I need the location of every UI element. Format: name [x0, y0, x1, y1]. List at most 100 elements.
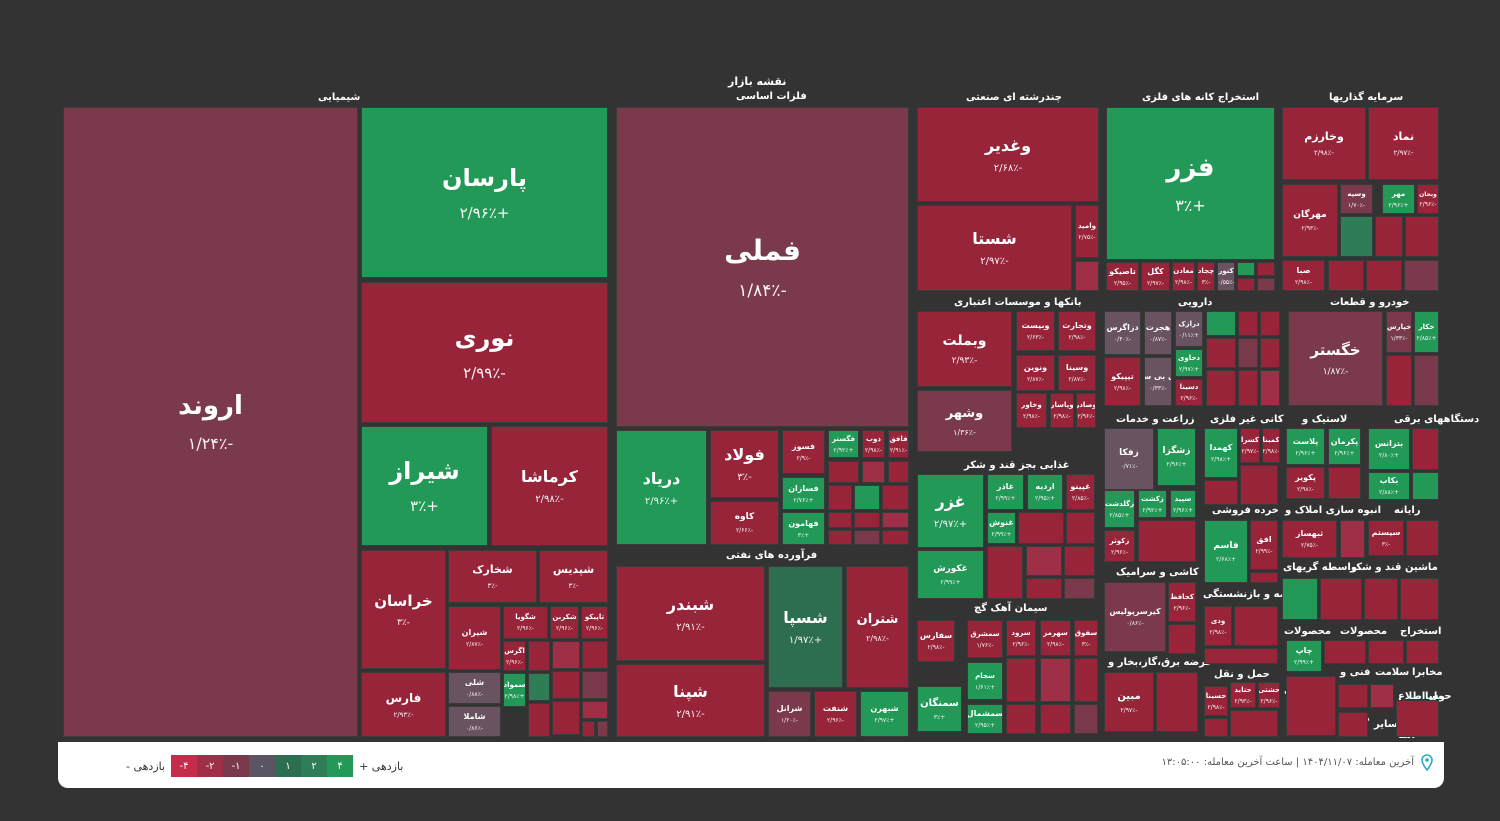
stock-tile[interactable]: ودی -۲/۹۸٪: [1204, 606, 1232, 646]
stock-tile[interactable]: خگستر -۱/۸۷٪: [1288, 311, 1383, 406]
small-stock-tile[interactable]: [1260, 370, 1280, 406]
stock-tile[interactable]: وخاور -۲/۹۸٪: [1016, 393, 1047, 428]
small-stock-tile[interactable]: [1026, 578, 1062, 599]
small-stock-tile[interactable]: [1412, 472, 1439, 500]
sector-header[interactable]: سیمان آهک گچ: [974, 603, 1048, 614]
sector-header[interactable]: خرده فروشی: [1212, 505, 1279, 516]
sector-header[interactable]: عرضه برق،گاز،بخار و: [1108, 657, 1213, 668]
sector-header[interactable]: چندرشته ای صنعتی: [966, 92, 1062, 103]
stock-tile[interactable]: سمنگان +۳٪: [917, 686, 962, 732]
stock-tile[interactable]: سپید +۲/۹۶٪: [1170, 490, 1196, 518]
stock-tile[interactable]: کهمدا +۲/۹۸٪: [1204, 428, 1238, 478]
sector-header[interactable]: خودرو و قطعات: [1330, 297, 1410, 308]
small-stock-tile[interactable]: [1338, 684, 1368, 708]
stock-tile[interactable]: هجرت -۰/۸۷٪: [1144, 311, 1172, 355]
small-stock-tile[interactable]: [828, 512, 852, 528]
sector-header[interactable]: قند و شکر: [1350, 562, 1402, 573]
stock-tile[interactable]: مهرگان -۲/۹۳٪: [1282, 184, 1338, 257]
small-stock-tile[interactable]: [828, 485, 852, 510]
stock-tile[interactable]: تیپیکو -۲/۹۸٪: [1104, 357, 1141, 406]
stock-tile[interactable]: خراسان -۳٪: [361, 550, 446, 669]
stock-tile[interactable]: وتجارت -۲/۹۸٪: [1058, 311, 1096, 351]
sector-header[interactable]: مخابرا: [1412, 667, 1443, 678]
stock-tile[interactable]: درازک +۰/۱۱٪: [1175, 311, 1203, 347]
small-stock-tile[interactable]: [828, 530, 852, 545]
small-stock-tile[interactable]: [1026, 546, 1062, 576]
stock-tile[interactable]: دسینا -۲/۹۶٪: [1175, 379, 1203, 406]
stock-tile[interactable]: شپدیس -۳٪: [539, 550, 608, 603]
small-stock-tile[interactable]: [1206, 370, 1236, 406]
stock-tile[interactable]: فسوز -۲/۹٪: [782, 430, 825, 474]
sector-header[interactable]: لاستیک و: [1302, 414, 1348, 425]
stock-tile[interactable]: زکشت +۲/۹۲٪: [1138, 490, 1167, 518]
stock-tile[interactable]: حسینا -۲/۹۸٪: [1204, 686, 1228, 716]
stock-tile[interactable]: شیراز +۳٪: [361, 426, 488, 546]
sector-header[interactable]: انبوه سازی املاک و: [1285, 505, 1382, 516]
small-stock-tile[interactable]: [1234, 606, 1278, 646]
stock-tile[interactable]: شبهرن +۲/۹۷٪: [860, 691, 909, 737]
sector-header[interactable]: سرمایه گذاریها: [1329, 92, 1404, 103]
stock-tile[interactable]: پکویر -۲/۹۸٪: [1286, 467, 1325, 499]
stock-tile[interactable]: پارسان +۲/۹۶٪: [361, 107, 608, 278]
small-stock-tile[interactable]: [1230, 710, 1278, 737]
small-stock-tile[interactable]: [1040, 704, 1071, 734]
stock-tile[interactable]: فارس -۲/۹۳٪: [361, 672, 446, 737]
stock-tile[interactable]: شرانل -۱/۲۰٪: [768, 691, 811, 737]
stock-tile[interactable]: افق -۲/۹۹٪: [1250, 520, 1278, 570]
small-stock-tile[interactable]: [552, 671, 580, 699]
small-stock-tile[interactable]: [552, 701, 580, 735]
small-stock-tile[interactable]: [1206, 311, 1236, 336]
stock-tile[interactable]: فاسم +۲/۶۸٪: [1204, 520, 1248, 583]
stock-tile[interactable]: شتران -۲/۹۸٪: [846, 566, 909, 688]
small-stock-tile[interactable]: [1138, 520, 1196, 562]
stock-tile[interactable]: اردیه +۲/۹۵٪: [1027, 474, 1063, 510]
small-stock-tile[interactable]: [1324, 640, 1366, 664]
sector-header[interactable]: بیمه و بازنشستگی: [1203, 589, 1295, 600]
stock-tile[interactable]: سمواد +۲/۹۸٪: [503, 673, 526, 707]
small-stock-tile[interactable]: [854, 512, 880, 528]
stock-tile[interactable]: وبیست -۲/۶۳٪: [1016, 311, 1055, 351]
small-stock-tile[interactable]: [1260, 338, 1280, 368]
small-stock-tile[interactable]: [1257, 262, 1275, 276]
small-stock-tile[interactable]: [528, 673, 550, 701]
stock-tile[interactable]: بکاب +۲/۸۸٪: [1368, 472, 1410, 500]
stock-tile[interactable]: فولاد -۳٪: [710, 430, 779, 498]
small-stock-tile[interactable]: [882, 530, 909, 545]
stock-tile[interactable]: وغدیر -۲/۶۸٪: [917, 107, 1099, 202]
stock-tile[interactable]: فگستر +۲/۹۲٪: [828, 430, 859, 458]
stock-tile[interactable]: وسینا -۲/۸۷٪: [1058, 355, 1096, 391]
stock-tile[interactable]: شاملا -۰/۸۶٪: [448, 706, 501, 737]
small-stock-tile[interactable]: [1238, 338, 1258, 368]
stock-tile[interactable]: شگویا -۲/۹۶٪: [503, 606, 548, 639]
stock-tile[interactable]: فزر +۳٪: [1106, 107, 1275, 260]
sector-header[interactable]: فرآورده های نفتی: [726, 550, 818, 561]
sector-header[interactable]: حمل اطلاع: [1398, 691, 1452, 702]
small-stock-tile[interactable]: [1414, 355, 1439, 406]
stock-tile[interactable]: اگرس -۲/۹۶٪: [503, 641, 526, 671]
stock-tile[interactable]: غزر +۲/۹۷٪: [917, 474, 984, 548]
stock-tile[interactable]: زشگزا +۲/۹۶٪: [1157, 428, 1196, 486]
small-stock-tile[interactable]: [1370, 684, 1394, 708]
small-stock-tile[interactable]: [1282, 578, 1318, 620]
sector-header[interactable]: دارویی: [1178, 297, 1213, 308]
small-stock-tile[interactable]: [1064, 578, 1095, 599]
small-stock-tile[interactable]: [1206, 338, 1236, 368]
stock-tile[interactable]: فهامون +۳٪: [782, 512, 825, 545]
stock-tile[interactable]: بترانس +۲/۸۰٪: [1368, 428, 1410, 470]
stock-tile[interactable]: فملی -۱/۸۴٪: [616, 107, 909, 427]
stock-tile[interactable]: فسازان +۲/۷۶٪: [782, 477, 825, 510]
stock-tile[interactable]: دریاد +۲/۹۶٪: [616, 430, 707, 545]
stock-tile[interactable]: شیران -۲/۸۷٪: [448, 606, 501, 670]
small-stock-tile[interactable]: [882, 485, 909, 510]
stock-tile[interactable]: سمشمال +۲/۹۵٪: [967, 704, 1003, 734]
sector-header[interactable]: فنی و: [1340, 667, 1371, 678]
stock-tile[interactable]: کی بی سی -۰/۳۳٪: [1144, 357, 1172, 406]
small-stock-tile[interactable]: [1412, 428, 1439, 470]
small-stock-tile[interactable]: [1168, 624, 1196, 654]
stock-tile[interactable]: مهر +۲/۹۶٪: [1382, 184, 1415, 214]
small-stock-tile[interactable]: [1340, 520, 1365, 558]
small-stock-tile[interactable]: [1338, 712, 1368, 737]
small-stock-tile[interactable]: [1204, 480, 1238, 505]
small-stock-tile[interactable]: [1328, 260, 1364, 291]
small-stock-tile[interactable]: [1396, 700, 1439, 737]
